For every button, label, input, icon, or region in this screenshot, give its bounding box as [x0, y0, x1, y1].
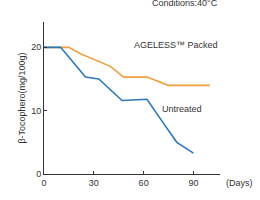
svg-text:10: 10: [31, 106, 41, 116]
svg-text:(Days): (Days): [226, 178, 253, 188]
svg-text:0: 0: [36, 169, 41, 179]
svg-text:90: 90: [188, 178, 198, 188]
svg-text:20: 20: [31, 42, 41, 52]
svg-text:0: 0: [41, 178, 46, 188]
svg-text:Conditions:40°C: Conditions:40°C: [152, 0, 218, 8]
svg-text:Untreated: Untreated: [162, 104, 202, 114]
svg-text:β-Tocophero(mg/100g): β-Tocophero(mg/100g): [17, 52, 27, 143]
svg-text:AGELESS™ Packed: AGELESS™ Packed: [134, 40, 218, 50]
svg-text:60: 60: [139, 178, 149, 188]
svg-text:30: 30: [89, 178, 99, 188]
